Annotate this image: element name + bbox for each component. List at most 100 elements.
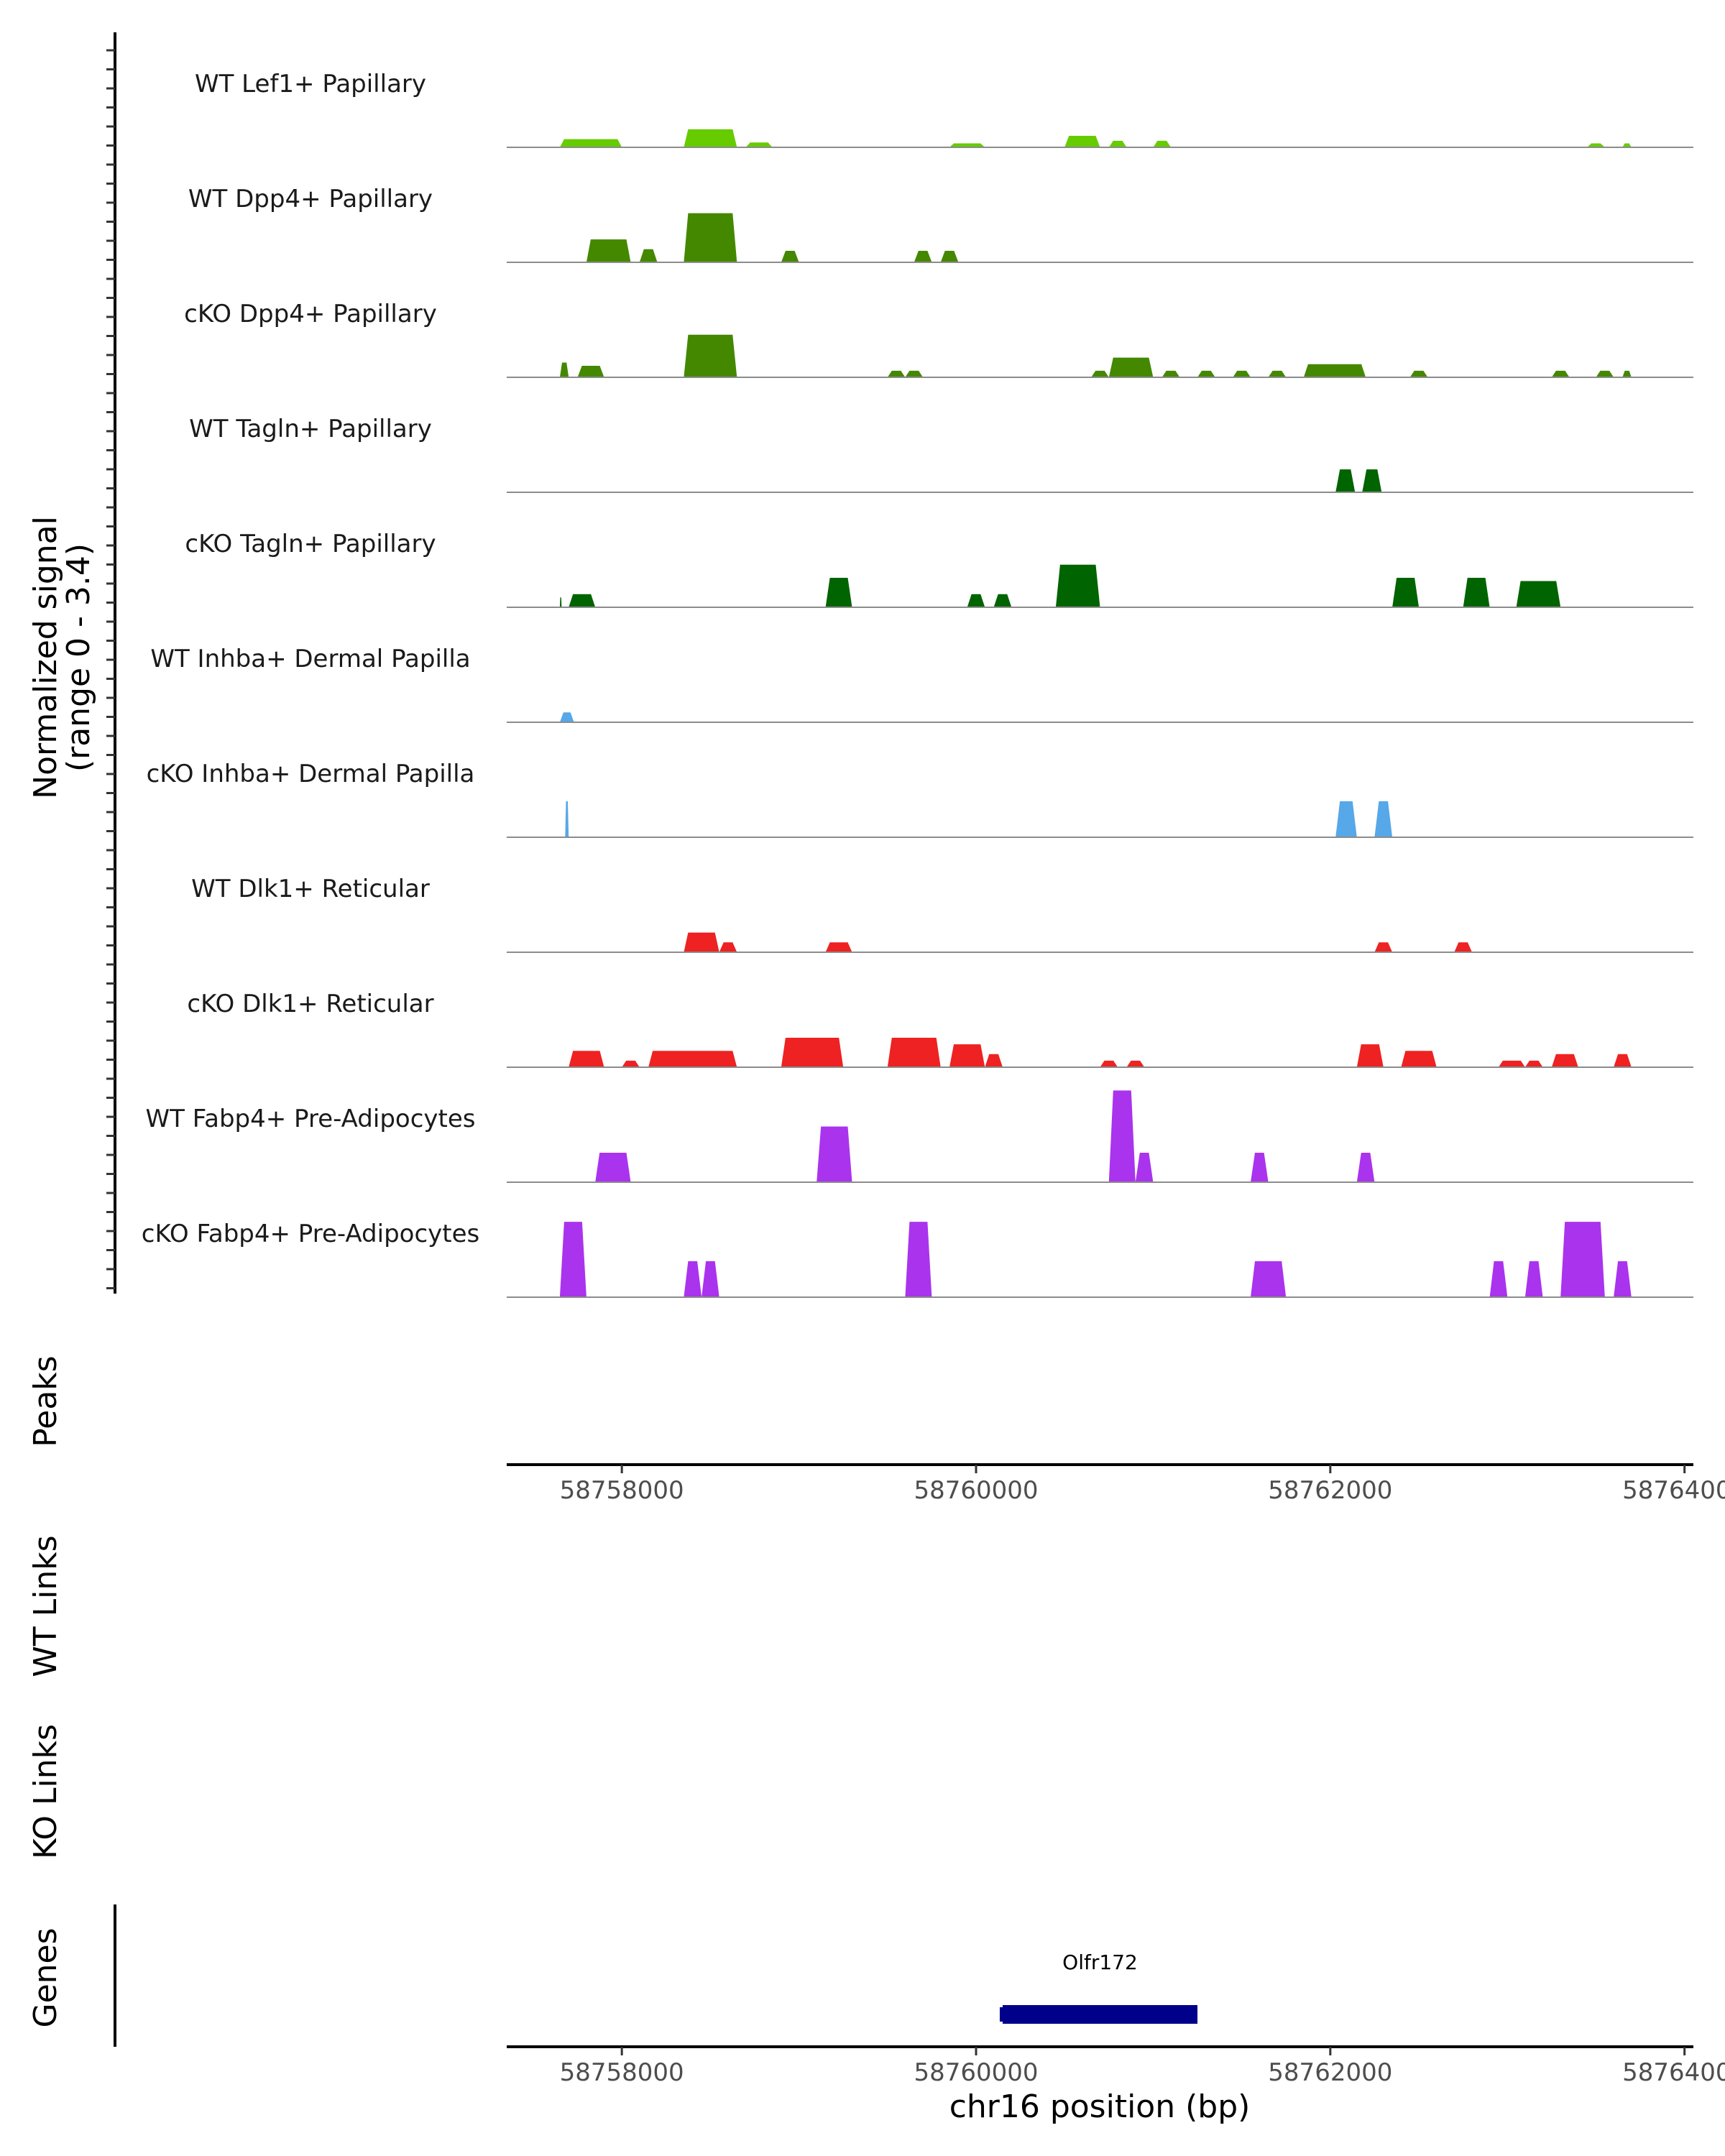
x-tick-label: 58762000 xyxy=(1268,1476,1392,1505)
signal-area xyxy=(622,1060,640,1067)
signal-area xyxy=(887,1038,941,1067)
x-tick-label: 58760000 xyxy=(914,2058,1038,2087)
signal-area xyxy=(940,251,959,262)
y-axis-label-line1: Normalized signal xyxy=(27,516,64,799)
signal-area xyxy=(949,143,985,147)
signal-area xyxy=(684,1261,702,1297)
signal-area xyxy=(914,251,932,262)
signal-area xyxy=(949,1044,985,1067)
genes-panel-label: Genes xyxy=(27,1927,64,2027)
ko-links-panel-label: KO Links xyxy=(27,1724,64,1859)
signal-area xyxy=(684,129,737,147)
signal-tracks: WT Lef1+ Papillary WT Dpp4+ Papillary cKO … xyxy=(142,70,1693,1298)
signal-area xyxy=(1135,1153,1154,1182)
track-label: cKO Dpp4+ Papillary xyxy=(184,300,437,328)
x-tick-label: 58764000 xyxy=(1622,1476,1725,1505)
signal-area xyxy=(825,942,852,952)
signal-area xyxy=(1614,1261,1632,1297)
signal-y-ticks xyxy=(106,49,115,1289)
signal-area xyxy=(1560,1222,1605,1297)
wt-links-panel-label: WT Links xyxy=(27,1535,64,1677)
x-axis-title: chr16 position (bp) xyxy=(949,2088,1251,2125)
signal-area xyxy=(1197,370,1215,377)
signal-area xyxy=(569,1051,604,1067)
signal-area xyxy=(1551,1054,1578,1067)
signal-area xyxy=(781,251,799,262)
signal-area xyxy=(1614,1054,1632,1067)
signal-area xyxy=(719,942,737,952)
genes-x-axis: 58758000 58760000 58762000 58764000 xyxy=(560,2047,1725,2087)
signal-area xyxy=(559,712,574,722)
signal-area xyxy=(993,594,1012,607)
signal-area xyxy=(1251,1153,1269,1182)
signal-area xyxy=(684,213,737,262)
x-tick-label: 58760000 xyxy=(914,1476,1038,1505)
signal-area xyxy=(1498,1060,1525,1067)
signal-area xyxy=(565,801,569,837)
signal-area xyxy=(1596,370,1614,377)
signal-area xyxy=(1374,801,1393,837)
signal-area xyxy=(816,1126,852,1182)
signal-area xyxy=(1392,578,1420,607)
signal-area xyxy=(1100,1060,1118,1067)
track-label: cKO Dlk1+ Reticular xyxy=(187,990,433,1018)
signal-area xyxy=(559,139,622,147)
signal-area xyxy=(1356,1044,1384,1067)
x-tick-label: 58758000 xyxy=(560,2058,684,2087)
signal-area xyxy=(1055,564,1100,607)
track-label: cKO Tagln+ Papillary xyxy=(185,530,436,558)
signal-area xyxy=(569,594,596,607)
signal-area xyxy=(1162,370,1180,377)
x-tick-label: 58764000 xyxy=(1622,2058,1725,2087)
track-label: cKO Fabp4+ Pre-Adipocytes xyxy=(142,1220,480,1248)
signal-area xyxy=(1454,942,1472,952)
track-label: WT Tagln+ Papillary xyxy=(189,415,432,443)
signal-area xyxy=(745,142,773,147)
signal-area xyxy=(577,366,604,377)
signal-area xyxy=(702,1261,719,1297)
track-label: WT Dlk1+ Reticular xyxy=(191,875,430,903)
signal-area xyxy=(967,594,985,607)
peaks-panel-label: Peaks xyxy=(27,1355,64,1447)
signal-area xyxy=(985,1054,1003,1067)
signal-area xyxy=(639,249,658,262)
track-label: WT Dpp4+ Papillary xyxy=(188,185,433,213)
signal-area xyxy=(825,578,852,607)
signal-area xyxy=(1374,942,1393,952)
signal-area xyxy=(1524,1261,1543,1297)
signal-area xyxy=(1551,370,1570,377)
signal-area xyxy=(1251,1261,1287,1297)
signal-area xyxy=(1064,136,1100,147)
signal-area xyxy=(1516,581,1561,607)
signal-area xyxy=(1463,578,1490,607)
signal-area xyxy=(1587,143,1605,147)
signal-area xyxy=(905,370,924,377)
gene-label: Olfr172 xyxy=(1062,1950,1138,1974)
signal-area xyxy=(905,1222,932,1297)
signal-area xyxy=(1362,469,1382,492)
signal-area xyxy=(1126,1060,1145,1067)
track-label: WT Lef1+ Papillary xyxy=(195,70,426,98)
signal-area xyxy=(586,239,631,262)
signal-area xyxy=(1409,370,1428,377)
signal-area xyxy=(1268,370,1287,377)
signal-area xyxy=(648,1051,737,1067)
signal-area xyxy=(1233,370,1251,377)
signal-area xyxy=(1153,140,1172,147)
signal-area xyxy=(559,362,569,377)
signal-area xyxy=(595,1153,631,1182)
signal-y-axis-label: Normalized signal (range 0 - 3.4) xyxy=(27,516,97,799)
signal-area xyxy=(684,932,719,952)
signal-area xyxy=(1401,1051,1437,1067)
x-tick-label: 58758000 xyxy=(560,1476,684,1505)
signal-area xyxy=(559,1222,586,1297)
signal-area xyxy=(1303,364,1366,377)
signal-area xyxy=(887,370,906,377)
y-axis-label-line2: (range 0 - 3.4) xyxy=(60,543,97,772)
signal-area xyxy=(1108,357,1154,377)
signal-area xyxy=(559,597,562,607)
gene-body xyxy=(1002,2005,1198,2024)
gene-strand-mark xyxy=(999,2007,1004,2022)
signal-area xyxy=(1335,801,1357,837)
